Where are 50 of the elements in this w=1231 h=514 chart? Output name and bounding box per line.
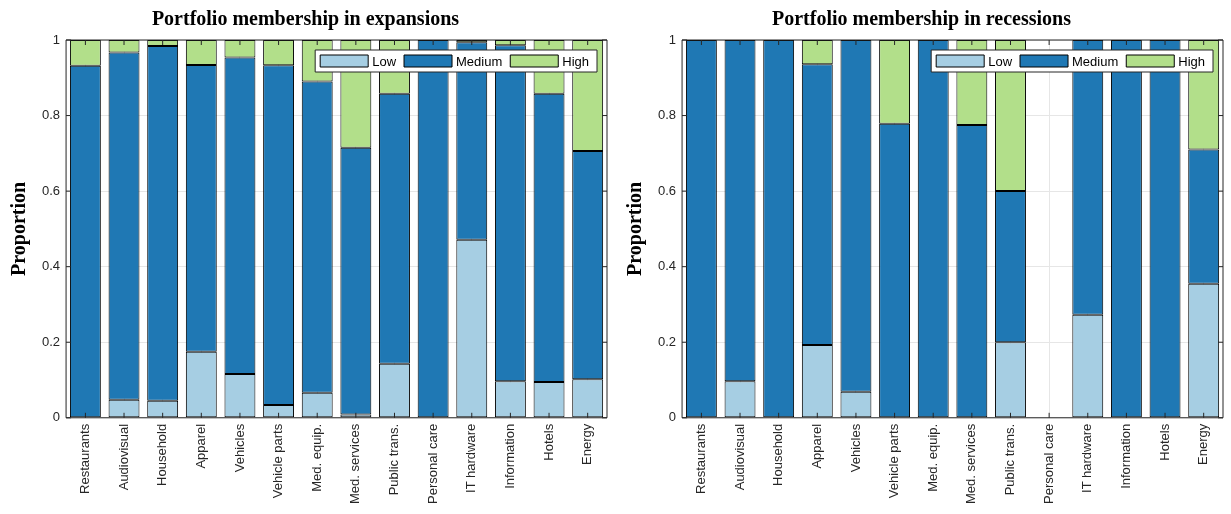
x-tick-label: Household — [770, 423, 786, 486]
legend-label: Medium — [1072, 53, 1119, 69]
x-tick-label: Household — [154, 423, 170, 486]
y-tick-label: 0.6 — [657, 182, 677, 198]
x-tick-label: Public trans. — [1002, 423, 1018, 496]
x-tick-label: IT hardware — [463, 423, 479, 493]
x-tick-label: Information — [501, 423, 517, 489]
x-tick-label: Energy — [579, 423, 595, 465]
x-tick-label: Med. equip. — [924, 423, 940, 492]
x-tick-label: Energy — [1195, 423, 1211, 465]
y-tick-label: 0 — [52, 409, 61, 425]
x-tick-label: Restaurants — [692, 423, 708, 494]
x-tick-label: Med. equip. — [308, 423, 324, 492]
legend-label: Low — [988, 53, 1013, 69]
y-tick-label: 1 — [52, 31, 61, 47]
y-tick-label: 0.2 — [41, 333, 61, 349]
x-tick-label: Hotels — [540, 423, 556, 461]
x-tick-label: Public trans. — [386, 423, 402, 496]
legend-label: High — [562, 53, 590, 69]
x-tick-label: Hotels — [1156, 423, 1172, 461]
y-tick-label: 0 — [668, 409, 677, 425]
y-tick-label: 1 — [668, 31, 677, 47]
x-tick-label: Personal care — [1040, 423, 1056, 505]
x-tick-label: Med. services — [963, 423, 979, 504]
x-tick-label: Information — [1117, 423, 1133, 489]
y-axis-title: Proportion — [623, 181, 647, 276]
y-tick-label: 0.4 — [41, 258, 61, 274]
x-tick-label: Vehicles — [231, 423, 247, 473]
legend-label: Medium — [456, 53, 503, 69]
y-axis-title: Proportion — [7, 181, 31, 276]
x-tick-label: Vehicle parts — [270, 423, 286, 499]
y-tick-label: 0.4 — [657, 258, 677, 274]
y-tick-label: 0.8 — [41, 107, 61, 123]
chart-title: Portfolio membership in recessions — [771, 7, 1072, 31]
x-tick-label: Apparel — [192, 423, 208, 469]
x-tick-label: Vehicle parts — [886, 423, 902, 499]
legend-label: Low — [372, 53, 397, 69]
x-tick-label: Restaurants — [76, 423, 92, 494]
x-tick-label: Apparel — [808, 423, 824, 469]
x-tick-label: Personal care — [424, 423, 440, 505]
y-tick-label: 0.6 — [41, 182, 61, 198]
x-tick-label: Vehicles — [847, 423, 863, 473]
x-tick-label: Med. services — [347, 423, 363, 504]
y-tick-label: 0.8 — [657, 107, 677, 123]
x-tick-label: Audiovisual — [731, 423, 747, 491]
y-tick-label: 0.2 — [657, 333, 677, 349]
x-tick-label: IT hardware — [1079, 423, 1095, 493]
x-tick-label: Audiovisual — [115, 423, 131, 491]
legend-label: High — [1178, 53, 1206, 69]
chart-title: Portfolio membership in expansions — [151, 7, 460, 31]
